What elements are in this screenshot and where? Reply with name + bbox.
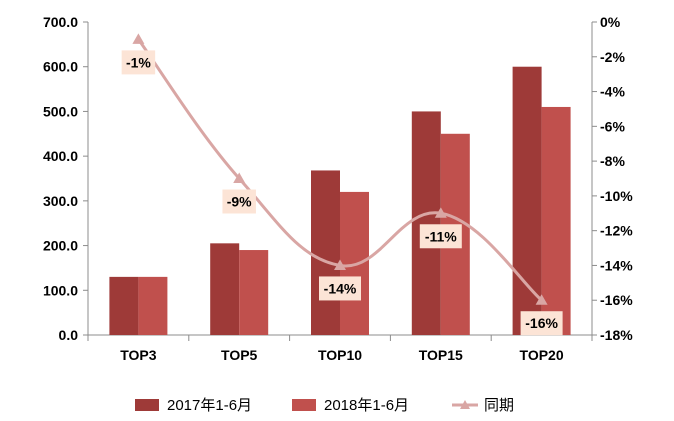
line-marker [132,33,145,44]
data-label-bg [222,189,256,214]
legend-marker [460,400,470,409]
y-left-tick-label: 700.0 [43,14,78,30]
data-label-text: -14% [324,280,357,296]
legend-label: 2018年1-6月 [324,397,409,414]
data-label-bg [520,311,563,336]
y-right-tick-label: -14% [600,257,633,273]
x-category-label: TOP20 [520,347,564,363]
bar [109,276,139,335]
y-left-tick-label: 400.0 [43,148,78,164]
line-marker [535,294,548,305]
bar [239,250,269,335]
data-label: -11% [419,224,462,249]
y-right-tick-label: -10% [600,188,633,204]
y-right-tick-label: -18% [600,327,633,343]
line-marker [233,172,246,183]
legend-label: 同期 [484,397,514,414]
data-label: -9% [222,189,256,214]
bar-series-2 [138,106,571,335]
legend-swatch [292,399,316,411]
data-label: -1% [121,50,156,75]
bar-series-1 [109,66,542,335]
legend-label: 2017年1-6月 [167,397,252,414]
y-left-tick-label: 500.0 [43,103,78,119]
y-right-tick-label: -16% [600,292,633,308]
data-label-text: -16% [525,315,558,331]
data-label-bg [419,224,462,249]
y-right-tick-label: -4% [600,84,625,100]
data-label: -16% [520,311,563,336]
y-left-tick-label: 200.0 [43,238,78,254]
data-label: -14% [319,276,361,301]
legend-item-1: 2017年1-6月 [135,397,252,414]
y-right-tick-label: 0% [600,14,621,30]
x-category-label: TOP5 [221,347,258,363]
data-label-text: -1% [126,54,151,70]
x-category-label: TOP15 [419,347,463,363]
bar [541,106,571,335]
line-marker [434,207,447,218]
bar [411,111,441,335]
x-category-label: TOP3 [120,347,157,363]
y-left-tick-label: 600.0 [43,59,78,75]
data-label-bg [319,276,361,301]
bar [311,170,340,335]
bar [210,243,240,335]
legend-item-3: 同期 [452,397,514,414]
y-right-tick-label: -12% [600,223,633,239]
data-label-text: -9% [227,194,252,210]
bar [138,276,168,335]
legend-swatch [135,399,159,411]
y-right-tick-label: -6% [600,118,625,134]
x-category-label: TOP10 [318,347,362,363]
data-label-text: -11% [425,228,457,244]
line-marker [334,259,346,270]
legend-item-2: 2018年1-6月 [292,397,409,414]
y-right-tick-label: -8% [600,153,625,169]
bar [512,66,542,335]
data-label-bg [121,50,156,75]
y-left-tick-label: 100.0 [43,282,78,298]
y-right-tick-label: -2% [600,49,625,65]
y-left-tick-label: 0.0 [59,327,79,343]
y-left-tick-label: 300.0 [43,193,78,209]
